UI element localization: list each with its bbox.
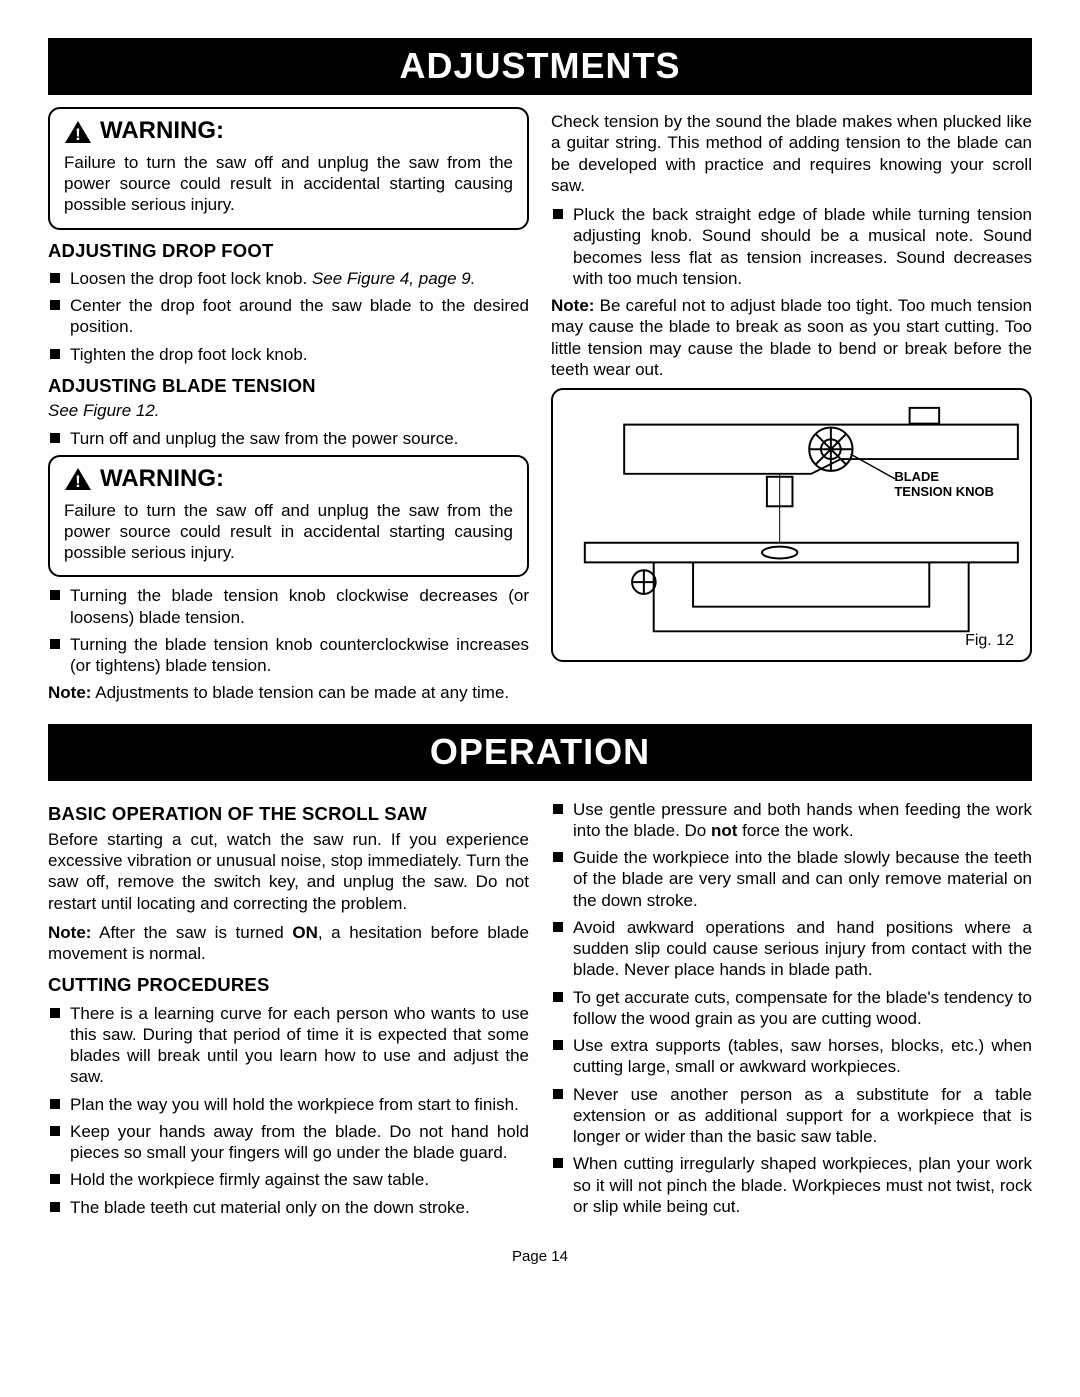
list-item: Guide the workpiece into the blade slowl… — [551, 847, 1032, 911]
basic-op-note: Note: After the saw is turned ON, a hesi… — [48, 922, 529, 965]
svg-text:!: ! — [75, 472, 81, 491]
warning-triangle-icon: ! — [64, 120, 92, 144]
list-item: Tighten the drop foot lock knob. — [48, 344, 529, 365]
svg-text:!: ! — [75, 125, 81, 144]
figure-12-box: BLADETENSION KNOB Fig. 12 — [551, 388, 1032, 662]
list-item: Use gentle pressure and both hands when … — [551, 799, 1032, 842]
list-item: Turn off and unplug the saw from the pow… — [48, 428, 529, 449]
see-figure-12: See Figure 12. — [48, 401, 529, 421]
list-item: The blade teeth cut material only on the… — [48, 1197, 529, 1218]
section-header-operation: OPERATION — [48, 724, 1032, 781]
list-item: Use extra supports (tables, saw horses, … — [551, 1035, 1032, 1078]
op-left-column: BASIC OPERATION OF THE SCROLL SAW Before… — [48, 793, 529, 1224]
cutting-procedures-list-right: Use gentle pressure and both hands when … — [551, 799, 1032, 1218]
list-item: Keep your hands away from the blade. Do … — [48, 1121, 529, 1164]
figure-callout-blade-tension-knob: BLADETENSION KNOB — [894, 470, 994, 500]
pluck-list: Pluck the back straight edge of blade wh… — [551, 204, 1032, 289]
operation-columns: BASIC OPERATION OF THE SCROLL SAW Before… — [48, 793, 1032, 1224]
list-item: Never use another person as a substitute… — [551, 1084, 1032, 1148]
warning-heading: ! WARNING: — [64, 465, 513, 494]
blade-tension-list-2: Turning the blade tension knob clockwise… — [48, 585, 529, 676]
right-column: Check tension by the sound the blade mak… — [551, 107, 1032, 711]
warning-text-2: Failure to turn the saw off and unplug t… — [64, 500, 513, 564]
warning-box-2: ! WARNING: Failure to turn the saw off a… — [48, 455, 529, 578]
tension-note: Note: Be careful not to adjust blade too… — [551, 295, 1032, 380]
warning-text-1: Failure to turn the saw off and unplug t… — [64, 152, 513, 216]
heading-cutting-procedures: CUTTING PROCEDURES — [48, 974, 529, 996]
list-item: Plan the way you will hold the workpiece… — [48, 1094, 529, 1115]
heading-basic-operation: BASIC OPERATION OF THE SCROLL SAW — [48, 803, 529, 825]
heading-drop-foot: ADJUSTING DROP FOOT — [48, 240, 529, 262]
list-item: When cutting irregularly shaped workpiec… — [551, 1153, 1032, 1217]
list-item: To get accurate cuts, compensate for the… — [551, 987, 1032, 1030]
tension-check-paragraph: Check tension by the sound the blade mak… — [551, 111, 1032, 196]
list-item: Turning the blade tension knob countercl… — [48, 634, 529, 677]
op-right-column: Use gentle pressure and both hands when … — [551, 793, 1032, 1224]
warning-box-1: ! WARNING: Failure to turn the saw off a… — [48, 107, 529, 230]
list-item: Turning the blade tension knob clockwise… — [48, 585, 529, 628]
list-item: Loosen the drop foot lock knob. See Figu… — [48, 268, 529, 289]
list-item: There is a learning curve for each perso… — [48, 1003, 529, 1088]
warning-triangle-icon: ! — [64, 467, 92, 491]
page-number: Page 14 — [48, 1248, 1032, 1266]
figure-12-caption: Fig. 12 — [965, 631, 1014, 650]
warning-heading: ! WARNING: — [64, 117, 513, 146]
heading-blade-tension: ADJUSTING BLADE TENSION — [48, 375, 529, 397]
list-item: Center the drop foot around the saw blad… — [48, 295, 529, 338]
warning-label: WARNING: — [100, 117, 224, 146]
left-column: ! WARNING: Failure to turn the saw off a… — [48, 107, 529, 711]
list-item: Hold the workpiece firmly against the sa… — [48, 1169, 529, 1190]
drop-foot-list: Loosen the drop foot lock knob. See Figu… — [48, 268, 529, 365]
section-header-adjustments: ADJUSTMENTS — [48, 38, 1032, 95]
list-item: Pluck the back straight edge of blade wh… — [551, 204, 1032, 289]
adjustments-columns: ! WARNING: Failure to turn the saw off a… — [48, 107, 1032, 711]
cutting-procedures-list-left: There is a learning curve for each perso… — [48, 1003, 529, 1218]
warning-label: WARNING: — [100, 465, 224, 494]
scroll-saw-diagram — [563, 400, 1020, 650]
blade-tension-note: Note: Adjustments to blade tension can b… — [48, 682, 529, 703]
blade-tension-list-1: Turn off and unplug the saw from the pow… — [48, 428, 529, 449]
list-item: Avoid awkward operations and hand positi… — [551, 917, 1032, 981]
basic-op-paragraph: Before starting a cut, watch the saw run… — [48, 829, 529, 914]
